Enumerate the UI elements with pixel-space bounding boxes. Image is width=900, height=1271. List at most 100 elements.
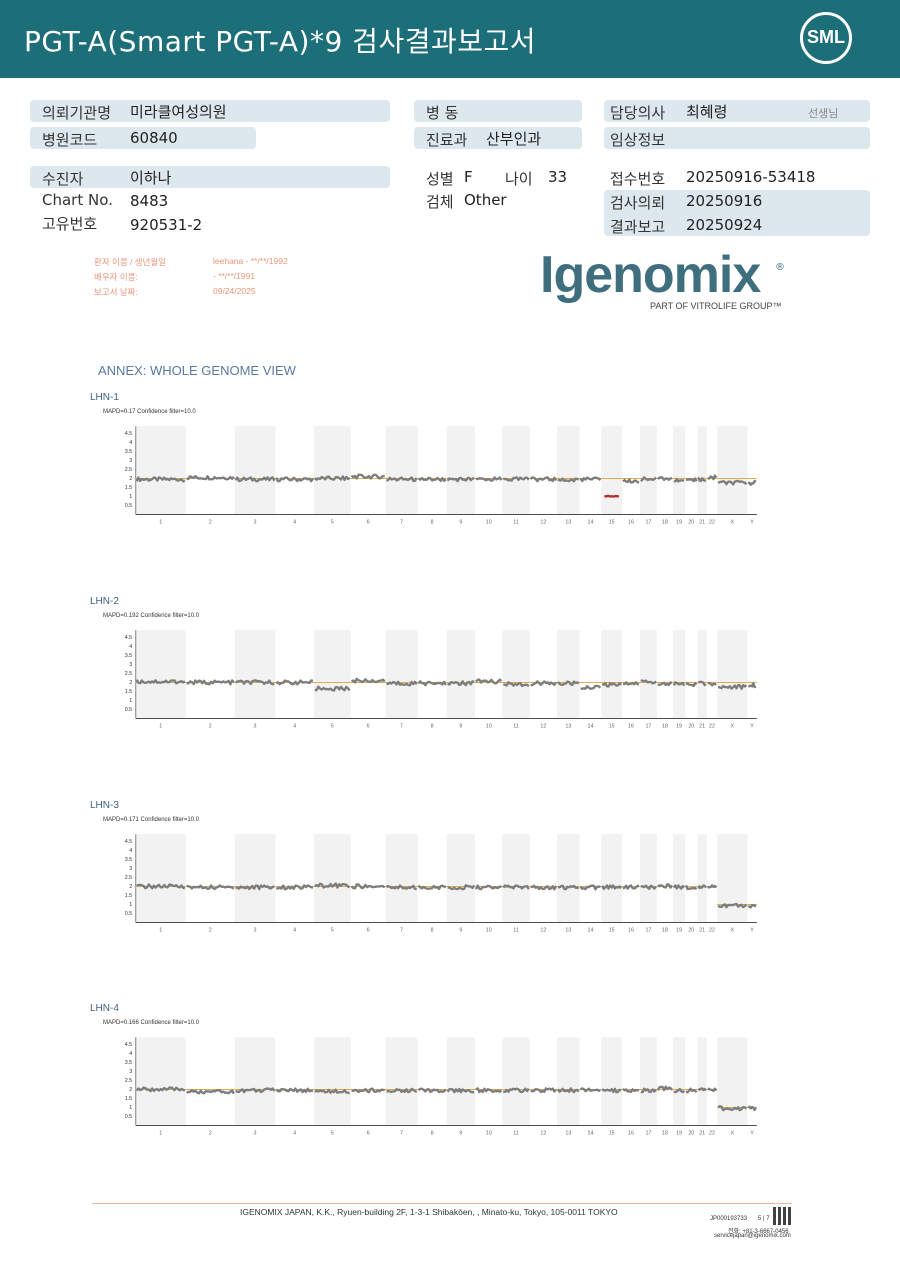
chart-title: LHN-3 xyxy=(90,800,119,811)
chromosome-band xyxy=(385,426,418,515)
copy-number-trace xyxy=(417,884,447,891)
x-tick-label: 16 xyxy=(628,723,634,729)
y-tick-label: 2.5 xyxy=(125,875,132,881)
chromosome-band xyxy=(717,834,748,923)
x-tick-label: 9 xyxy=(459,927,462,933)
x-tick-label: 19 xyxy=(676,927,682,933)
x-tick-label: 4 xyxy=(293,519,296,525)
y-tick-label: 2 xyxy=(129,1087,132,1093)
copy-number-trace xyxy=(622,1087,640,1094)
copy-number-trace xyxy=(351,677,386,684)
copy-number-trace xyxy=(474,884,502,891)
x-tick-label: 5 xyxy=(331,519,334,525)
copy-number-trace xyxy=(557,680,580,687)
x-tick-label: 13 xyxy=(565,723,571,729)
x-tick-label: 2 xyxy=(209,927,212,933)
copy-number-trace xyxy=(186,474,235,481)
copy-number-trace xyxy=(235,679,275,686)
sex-label: 성별 xyxy=(426,170,454,188)
copy-number-trace xyxy=(707,681,717,687)
copy-number-trace xyxy=(530,884,558,891)
chromosome-band xyxy=(672,630,686,719)
x-tick-label: 9 xyxy=(459,723,462,729)
copy-number-trace xyxy=(579,884,601,891)
y-tick-label: 1.5 xyxy=(125,485,132,491)
copy-number-trace xyxy=(314,475,351,482)
chromosome-band xyxy=(601,834,623,923)
copy-number-trace xyxy=(707,1087,718,1093)
genome-plot: 4.543.532.521.510.51 2 3 4 5 6 7 8 9 10 11 12 13 14 15… xyxy=(125,834,757,933)
x-tick-label: 19 xyxy=(676,1130,682,1136)
chromosome-band xyxy=(697,426,707,515)
copy-number-trace xyxy=(475,1087,503,1094)
x-tick-label: 8 xyxy=(431,723,434,729)
y-tick-label: 2.5 xyxy=(125,671,132,677)
sex-value: F xyxy=(464,168,473,186)
x-tick-label: 21 xyxy=(699,1130,705,1136)
copy-number-trace xyxy=(697,884,707,890)
x-tick-label: Y xyxy=(750,723,754,729)
request-label: 검사의뢰 xyxy=(610,194,666,212)
x-tick-label: 9 xyxy=(459,519,462,525)
genome-plot: 4.543.532.521.510.51 2 3 4 5 6 7 8 9 10 11 12 13 14 15… xyxy=(125,1037,757,1136)
y-tick-label: 0.5 xyxy=(125,503,132,509)
copy-number-trace xyxy=(135,679,186,685)
chromosome-band xyxy=(502,834,530,923)
unique-no-label: 고유번호 xyxy=(42,215,98,233)
chromosome-band xyxy=(135,834,186,923)
patient-box xyxy=(30,166,390,188)
copy-number-trace xyxy=(657,681,673,687)
x-tick-label: 19 xyxy=(676,519,682,525)
hospital-code-box xyxy=(30,127,256,149)
chromosome-band xyxy=(385,834,418,923)
y-tick-label: 4 xyxy=(129,440,132,446)
x-tick-label: X xyxy=(731,927,735,933)
y-tick-label: 1.5 xyxy=(125,1096,132,1102)
ward-box xyxy=(414,100,582,122)
dept-value: 산부인과 xyxy=(486,130,542,148)
x-tick-label: 11 xyxy=(513,1130,519,1136)
copy-number-trace xyxy=(747,479,757,486)
x-tick-label: X xyxy=(731,519,735,525)
y-tick-label: 2.5 xyxy=(125,467,132,473)
copy-number-trace xyxy=(186,679,235,686)
copy-number-trace xyxy=(557,884,579,891)
chart-mapd: MAPD=0.192 Confidence filter=10.0 xyxy=(103,613,200,619)
x-tick-label: 2 xyxy=(209,723,212,729)
footer-doc-id: JP000193733 xyxy=(710,1216,748,1222)
copy-number-trace xyxy=(747,1105,757,1111)
chromosome-band xyxy=(234,1037,276,1126)
copy-number-trace xyxy=(503,476,530,482)
x-tick-label: 20 xyxy=(688,519,694,525)
copy-number-trace xyxy=(697,1087,707,1092)
x-tick-label: 10 xyxy=(486,723,492,729)
qr-code-icon xyxy=(773,1207,791,1225)
copy-number-trace xyxy=(748,682,757,689)
copy-number-trace xyxy=(673,1087,686,1094)
y-tick-label: 3 xyxy=(129,1069,132,1075)
genome-plot: 4.543.532.521.510.51 2 3 4 5 6 7 8 9 10 11 12 13 14 15… xyxy=(125,426,757,525)
copy-number-trace xyxy=(417,476,447,482)
x-tick-label: 7 xyxy=(400,723,403,729)
copy-number-trace xyxy=(275,476,314,483)
x-tick-label: 6 xyxy=(367,723,370,729)
x-tick-label: 4 xyxy=(293,1130,296,1136)
x-tick-label: 15 xyxy=(609,927,615,933)
x-tick-label: 16 xyxy=(628,1130,634,1136)
x-tick-label: 20 xyxy=(688,927,694,933)
copy-number-trace xyxy=(685,682,698,688)
copy-number-trace xyxy=(314,1088,350,1095)
copy-number-trace xyxy=(386,1087,418,1094)
copy-number-trace xyxy=(386,680,418,687)
x-tick-label: 18 xyxy=(662,723,668,729)
copy-number-trace xyxy=(673,477,685,483)
chromosome-band xyxy=(385,630,418,719)
x-tick-label: 1 xyxy=(159,723,162,729)
chromosome-band xyxy=(601,630,623,719)
copy-number-trace xyxy=(386,476,418,483)
copy-number-trace xyxy=(186,1089,235,1095)
clinical-box xyxy=(604,127,870,149)
clinical-label: 임상정보 xyxy=(610,131,666,149)
x-tick-label: 3 xyxy=(254,927,257,933)
x-tick-label: 3 xyxy=(254,519,257,525)
